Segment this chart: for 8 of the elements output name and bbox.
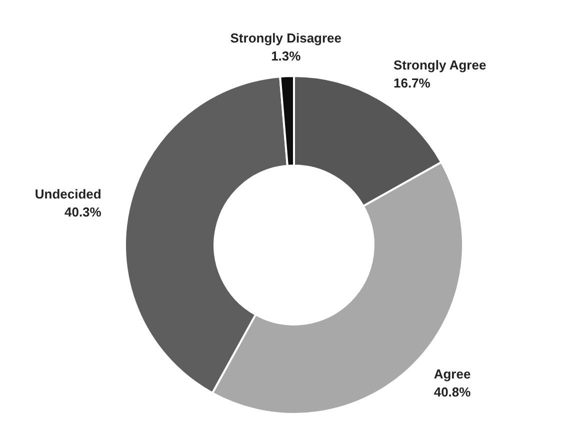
data-label: 16.7% (393, 76, 431, 91)
data-label: 40.8% (434, 384, 472, 400)
slice-label: Strongly Disagree (230, 30, 342, 46)
slice-label: Undecided (34, 186, 102, 202)
slice-label: Agree (434, 366, 471, 382)
data-label: 1.3% (271, 48, 302, 64)
slice-label: Strongly Agree (393, 58, 486, 73)
data-label: 40.3% (64, 204, 102, 220)
